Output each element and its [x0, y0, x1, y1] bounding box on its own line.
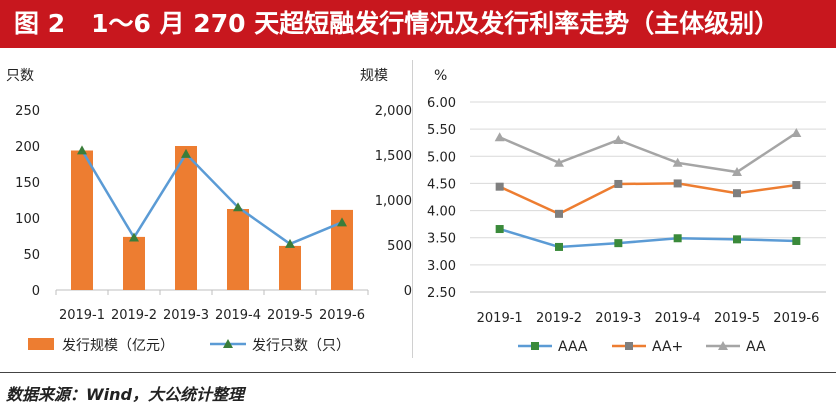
- issuance-count-marker: [129, 232, 139, 242]
- x-tick-label: 2019-5: [267, 308, 313, 323]
- legend-marker-aa-plus: [625, 342, 633, 350]
- legend-label-aa-plus: AA+: [652, 339, 683, 355]
- x-tick-label: 2019-4: [655, 311, 701, 326]
- rate-marker-aa-plus: [792, 181, 801, 190]
- right-y-tick-label: 1,500: [375, 149, 412, 164]
- issuance-count-marker: [285, 238, 295, 248]
- rate-line-aa-plus: [499, 182, 797, 216]
- rate-marker-aaa: [733, 235, 741, 244]
- issuance-count-marker: [337, 217, 347, 227]
- right-y-tick-label: 500: [387, 239, 412, 254]
- x-tick-label: 2019-1: [477, 311, 523, 326]
- rate-marker-aa-plus: [733, 189, 741, 198]
- rate-marker-aa: [672, 157, 683, 167]
- rate-marker-aa-plus: [555, 209, 563, 218]
- legend-marker-aaa: [531, 342, 539, 350]
- y-tick-label: 4.00: [427, 205, 456, 220]
- left-y-tick-label: 250: [15, 104, 40, 119]
- figure-title-banner: 图 2 1～6 月 270 天超短融发行情况及发行利率走势（主体级别）: [0, 0, 836, 48]
- rate-marker-aaa: [792, 236, 801, 245]
- rate-marker-aa-plus: [495, 182, 504, 191]
- rate-marker-aa: [554, 157, 564, 167]
- issuance-chart: 只数 规模 0 50 100 150 200 250 0 500 1,000 1,500 2,000 20…: [6, 68, 412, 354]
- x-tick-label: 2019-1: [59, 308, 105, 323]
- data-source-note: 数据来源：Wind，大公统计整理: [6, 385, 244, 404]
- issuance-volume-bar: [331, 209, 353, 290]
- rate-chart: % 2.50 3.00 3.50 4.00 4.50 5.00 5.50 6.00 2019-1 2…: [427, 68, 826, 355]
- legend-marker-aa: [718, 341, 728, 350]
- y-tick-label: 4.50: [427, 177, 456, 192]
- x-tick-label: 2019-4: [215, 308, 261, 323]
- x-tick-label: 2019-6: [319, 308, 365, 323]
- y-tick-label: 5.00: [427, 150, 456, 165]
- legend-count-label: 发行只数（只）: [252, 338, 350, 354]
- x-tick-label: 2019-2: [111, 308, 157, 323]
- y-tick-label: 5.50: [427, 123, 456, 138]
- x-tick-label: 2019-5: [714, 311, 760, 326]
- rate-marker-aa: [613, 135, 624, 144]
- rate-marker-aaa: [614, 239, 623, 248]
- x-tick-label: 2019-2: [536, 311, 582, 326]
- y-tick-label: 2.50: [427, 286, 456, 301]
- issuance-volume-bar: [227, 209, 249, 290]
- rate-marker-aa: [732, 167, 742, 177]
- panel-divider: [412, 60, 413, 358]
- issuance-count-marker: [181, 148, 191, 158]
- rate-line-aaa: [499, 227, 797, 249]
- legend-volume-swatch: [28, 338, 54, 350]
- rate-marker-aaa: [673, 234, 682, 243]
- y-tick-label: 3.00: [427, 259, 456, 274]
- y-tick-label: 6.00: [427, 96, 456, 111]
- rate-marker-aa: [494, 132, 505, 142]
- rate-marker-aaa: [495, 225, 504, 234]
- rate-line-aa: [499, 131, 798, 174]
- legend-label-aaa: AAA: [558, 339, 588, 355]
- x-tick-label: 2019-6: [773, 311, 819, 326]
- issuance-volume-bar: [175, 146, 197, 290]
- issuance-chart-panel: 只数 规模 0 50 100 150 200 250 0 500 1,000 1,500 2,000 20…: [0, 60, 412, 360]
- bottom-rule: [0, 372, 836, 373]
- issuance-count-marker: [233, 202, 243, 212]
- left-axis-title: 只数: [6, 68, 34, 84]
- issuance-volume-bar: [71, 150, 93, 290]
- x-tick-label: 2019-3: [595, 311, 641, 326]
- issuance-count-marker: [77, 145, 87, 155]
- rate-marker-aa-plus: [673, 179, 682, 188]
- left-y-tick-label: 50: [23, 248, 40, 263]
- left-y-tick-label: 200: [15, 140, 40, 155]
- rate-marker-aa: [791, 127, 802, 137]
- issuance-count-line: [80, 149, 343, 246]
- left-y-tick-label: 0: [32, 284, 40, 299]
- issuance-volume-bar: [123, 236, 145, 290]
- rate-chart-panel: % 2.50 3.00 3.50 4.00 4.50 5.00 5.50 6.00 2019-1 2…: [414, 60, 836, 360]
- right-axis-title: 规模: [360, 68, 388, 84]
- x-tick-label: 2019-3: [163, 308, 209, 323]
- figure-number: 图 2: [14, 9, 66, 38]
- right-y-tick-label: 1,000: [375, 194, 412, 209]
- left-y-tick-label: 150: [15, 176, 40, 191]
- rate-marker-aaa: [555, 242, 563, 251]
- left-y-tick-label: 100: [15, 212, 40, 227]
- legend-count-marker: [223, 339, 233, 348]
- rate-marker-aa-plus: [614, 179, 623, 188]
- figure-title: 1～6 月 270 天超短融发行情况及发行利率走势（主体级别）: [91, 9, 780, 38]
- right-y-tick-label: 0: [404, 284, 412, 299]
- y-axis-title: %: [434, 68, 447, 84]
- issuance-volume-bar: [279, 245, 301, 290]
- right-y-tick-label: 2,000: [375, 104, 412, 119]
- y-tick-label: 3.50: [427, 232, 456, 247]
- legend-volume-label: 发行规模（亿元）: [62, 338, 174, 354]
- legend-label-aa: AA: [746, 339, 766, 355]
